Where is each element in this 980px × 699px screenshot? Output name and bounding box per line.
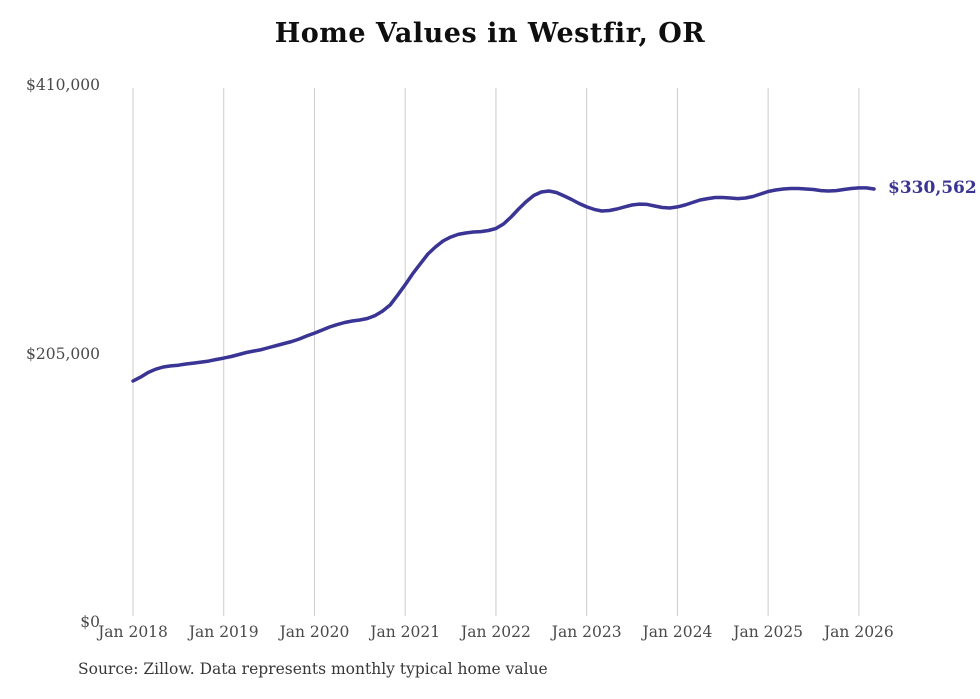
x-axis-tick-label: Jan 2019 — [188, 623, 259, 641]
y-axis-tick-label: $205,000 — [26, 344, 100, 363]
latest-value-label: $330,562 — [888, 178, 977, 199]
chart-title: Home Values in Westfir, OR — [274, 18, 706, 49]
x-axis-tick-label: Jan 2025 — [733, 623, 804, 641]
x-axis-tick-label: Jan 2026 — [823, 623, 894, 641]
x-axis-tick-label: Jan 2022 — [461, 623, 531, 641]
source-note: Source: Zillow. Data represents monthly … — [78, 660, 548, 678]
y-axis-tick-label: $0 — [80, 613, 100, 631]
home-value-line — [131, 186, 876, 383]
x-axis-tick-label: Jan 2021 — [370, 623, 441, 641]
x-axis-tick-label: Jan 2018 — [98, 623, 168, 641]
y-axis-tick-label: $410,000 — [26, 76, 100, 94]
x-axis-tick-label: Jan 2023 — [551, 623, 622, 641]
x-axis-tick-label: Jan 2020 — [279, 623, 350, 641]
x-axis-tick-label: Jan 2024 — [642, 623, 713, 641]
vertical-gridlines — [132, 88, 860, 616]
